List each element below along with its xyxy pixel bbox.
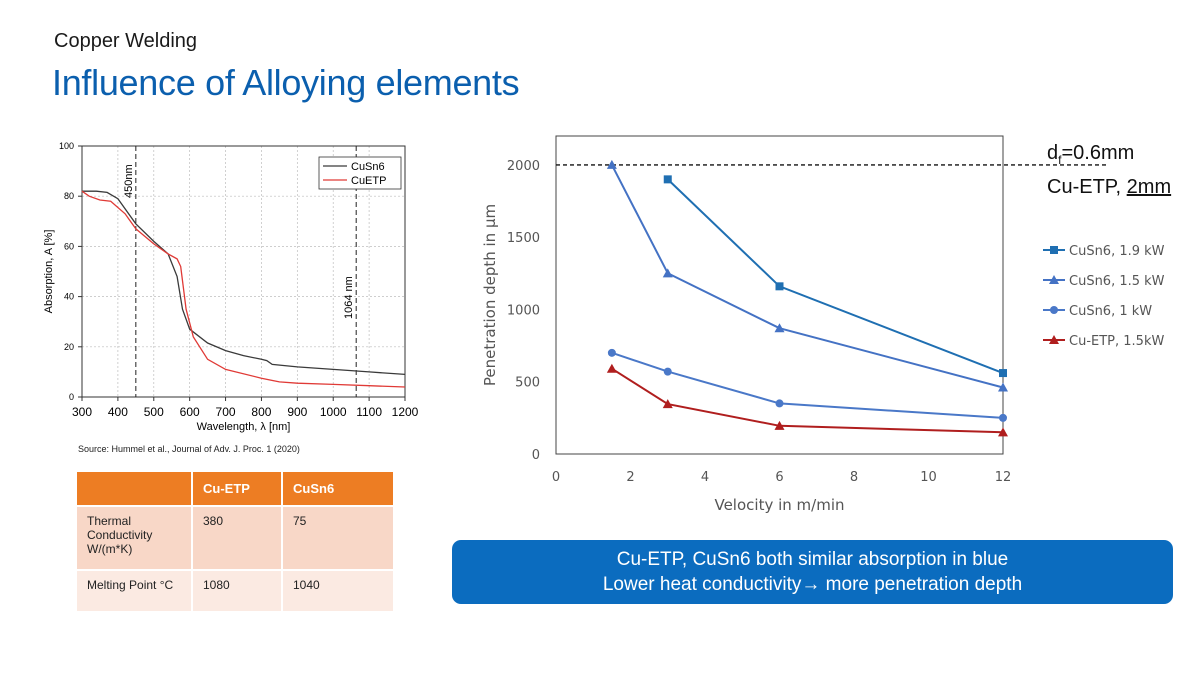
- series-line: [611, 351, 1004, 419]
- data-point: [999, 369, 1007, 378]
- x-tick-label: 2: [626, 470, 634, 485]
- cell-value: 75: [282, 505, 395, 570]
- callout-line-2: Lower heat conductivity→ more penetratio…: [602, 574, 1023, 595]
- x-tick-label: 900: [287, 405, 307, 419]
- data-point: [774, 420, 785, 430]
- legend-label: CuSn6, 1.5 kW: [1069, 274, 1165, 289]
- cell-value: 1040: [282, 569, 395, 611]
- legend-label: CuSn6, 1.9 kW: [1069, 244, 1165, 259]
- legend-label: Cu-ETP, 1.5kW: [1069, 334, 1164, 349]
- y-tick-label: 1000: [507, 303, 540, 318]
- legend-marker: [1049, 275, 1059, 284]
- callout-line-1: Cu-ETP, CuSn6 both similar absorption in…: [616, 549, 1009, 570]
- x-tick-label: 1100: [356, 405, 382, 419]
- x-tick-label: 400: [108, 405, 128, 419]
- data-point: [606, 363, 617, 373]
- absorption-chart: 300 400 500 600 700 800 900 1000 1100 1200 0 20 40 60…: [43, 141, 419, 433]
- y-tick-label: 100: [59, 141, 74, 151]
- y-tick-label: 1500: [507, 231, 540, 246]
- row-label-melting-point: Melting Point °C: [77, 569, 193, 611]
- data-point: [663, 175, 672, 184]
- legend-label: CuETP: [351, 175, 386, 187]
- source-note: Source: Hummel et al., Journal of Adv. J…: [78, 444, 300, 454]
- data-point: [606, 159, 617, 169]
- legend-marker: [1049, 335, 1059, 344]
- summary-callout: Cu-ETP, CuSn6 both similar absorption in…: [452, 540, 1173, 604]
- table-header-cu-etp: Cu-ETP: [192, 472, 283, 506]
- y-tick-label: 80: [64, 191, 74, 201]
- table-row: Thermal Conductivity W/(m*K) 380 75: [77, 505, 395, 570]
- y-tick-label: 0: [532, 448, 540, 463]
- series-line: [611, 164, 1004, 389]
- data-point: [663, 367, 672, 376]
- x-tick-label: 8: [850, 470, 858, 485]
- plot-frame: [81, 145, 406, 398]
- legend-label: CuSn6: [351, 161, 385, 173]
- legend-marker: [1050, 246, 1058, 254]
- data-point: [775, 282, 784, 291]
- legend-marker: [1050, 306, 1058, 314]
- x-tick-label: 0: [552, 470, 560, 485]
- material-thickness-label: Cu-ETP, 2mm: [1047, 176, 1172, 198]
- x-tick-label: 800: [251, 405, 271, 419]
- x-axis-title: Velocity in m/min: [714, 496, 844, 514]
- x-tick-label: 600: [180, 405, 200, 419]
- table-header-row: Cu-ETP CuSn6: [77, 472, 395, 506]
- x-tick-label: 300: [72, 405, 92, 419]
- data-point: [662, 399, 673, 409]
- series-line: [81, 190, 406, 388]
- x-tick-label: 4: [701, 470, 709, 485]
- vline-label: 450nm: [123, 164, 135, 198]
- slide-title: Influence of Alloying elements: [52, 62, 520, 103]
- parameter-note: df=0.6mm Cu-ETP, 2mm: [1047, 140, 1171, 201]
- data-point: [607, 348, 616, 357]
- y-tick-label: 0: [69, 392, 74, 402]
- data-point: [998, 427, 1008, 437]
- y-tick-label: 2000: [507, 159, 540, 174]
- y-axis-title: Penetration depth in µm: [481, 204, 499, 386]
- legend-label: CuSn6, 1 kW: [1069, 304, 1152, 319]
- row-label-thermal-conductivity: Thermal Conductivity W/(m*K): [77, 505, 193, 570]
- table-row: Melting Point °C 1080 1040: [77, 569, 395, 611]
- x-axis-title: Wavelength, λ [nm]: [197, 421, 291, 433]
- y-tick-label: 40: [64, 292, 74, 302]
- y-tick-label: 500: [515, 376, 540, 391]
- series-line: [82, 190, 406, 376]
- legend-box: [318, 156, 402, 190]
- vline-label: 1064 nm: [343, 276, 355, 319]
- y-axis-title: Absorption, A [%]: [43, 230, 55, 314]
- cell-value: 1080: [192, 569, 283, 611]
- table-header-empty: [77, 472, 193, 506]
- series-line: [611, 367, 1004, 434]
- data-point: [774, 323, 785, 333]
- data-point: [998, 382, 1008, 392]
- x-tick-label: 10: [920, 470, 937, 485]
- x-tick-label: 6: [775, 470, 783, 485]
- slide-subtitle: Copper Welding: [54, 30, 198, 52]
- table-header-cusn6: CuSn6: [282, 472, 395, 506]
- data-point: [775, 399, 784, 408]
- x-tick-label: 700: [216, 405, 236, 419]
- x-tick-label: 1200: [392, 405, 419, 419]
- data-point: [662, 268, 673, 278]
- cell-value: 380: [192, 505, 283, 570]
- penetration-chart: 0 2 4 6 8 10 12 0 500 1000 1500 2000 Velocity in m/m…: [481, 135, 1165, 514]
- y-tick-label: 20: [64, 342, 74, 352]
- data-point: [999, 413, 1007, 422]
- y-tick-label: 60: [64, 241, 74, 251]
- x-tick-label: 1000: [320, 405, 347, 419]
- properties-table: Cu-ETP CuSn6 Thermal Conductivity W/(m*K…: [77, 472, 395, 611]
- x-tick-label: 12: [995, 470, 1012, 485]
- x-tick-label: 500: [144, 405, 164, 419]
- fiber-diameter-label: df=0.6mm: [1047, 142, 1135, 167]
